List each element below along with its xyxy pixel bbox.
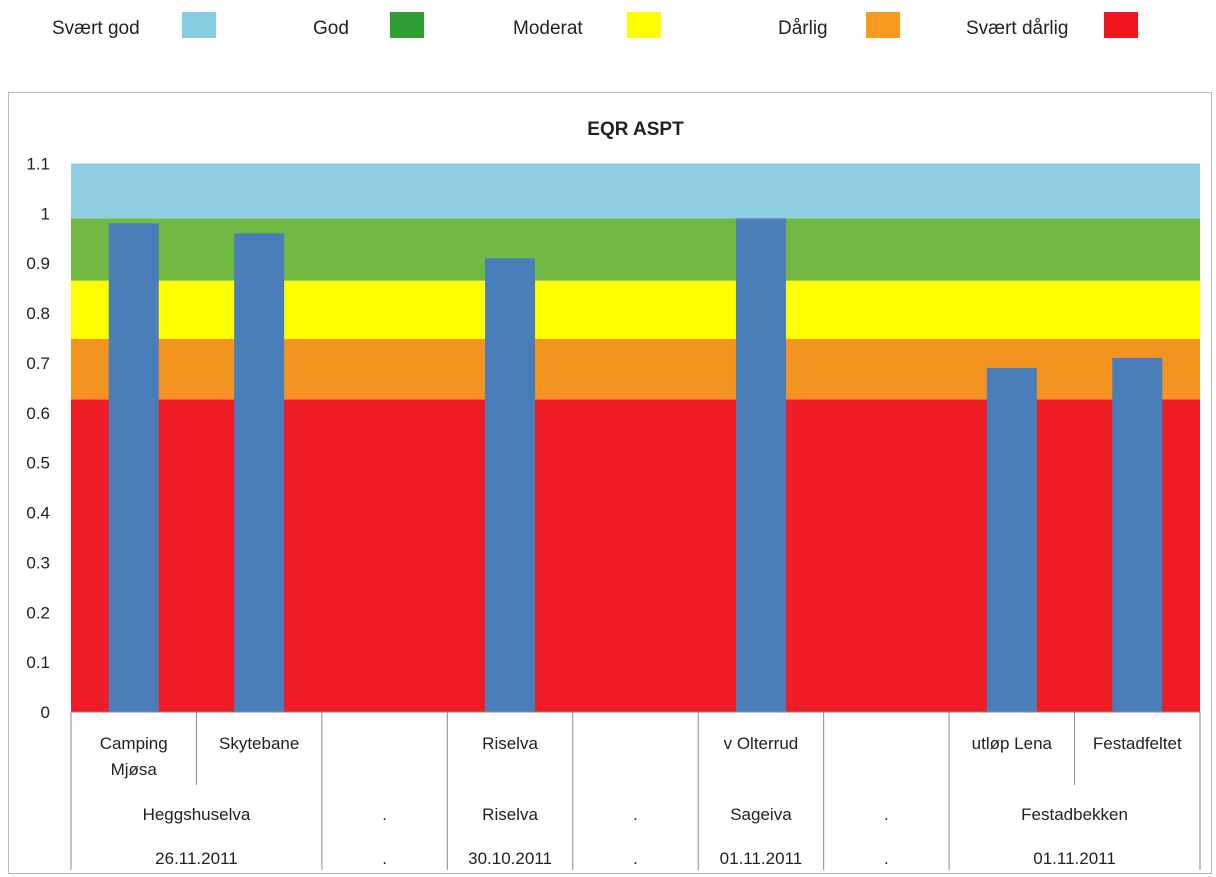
bar [108, 223, 159, 712]
legend-label: Svært god [52, 18, 140, 39]
chart-title: EQR ASPT [587, 119, 684, 140]
bar [234, 233, 285, 713]
y-tick-label: 1.1 [26, 155, 50, 174]
bar [1112, 357, 1163, 712]
y-tick-label: 0.6 [26, 404, 50, 423]
legend-label: Dårlig [778, 18, 828, 39]
group-date-label: 26.11.2011 [155, 849, 238, 868]
legend-swatch [866, 12, 900, 38]
y-tick-label: 0.4 [26, 504, 50, 523]
category-label: Camping [100, 734, 168, 753]
legend-swatch [1104, 12, 1138, 38]
group-river-label: . [382, 805, 387, 824]
y-tick-label: 0.5 [26, 454, 50, 473]
group-date-label: 01.11.2011 [1033, 849, 1116, 868]
group-river-label: Riselva [482, 805, 538, 824]
legend-swatch [627, 12, 661, 38]
category-label: Festadfeltet [1093, 734, 1182, 753]
legend-label: Moderat [513, 18, 583, 39]
group-river-label: Heggshuselva [143, 805, 251, 824]
legend-swatch [390, 12, 424, 38]
category-label: utløp Lena [972, 734, 1053, 753]
bar [735, 218, 786, 712]
group-date-label: 30.10.2011 [468, 849, 552, 868]
legend-swatch [182, 12, 216, 38]
y-tick-label: 0.3 [26, 553, 50, 572]
group-date-label: . [382, 849, 387, 868]
group-river-label: Sageiva [730, 805, 792, 824]
y-tick-label: 0.9 [26, 254, 50, 273]
y-tick-label: 0.7 [26, 354, 50, 373]
y-tick-label: 0.8 [26, 304, 50, 323]
group-river-label: . [633, 805, 638, 824]
y-tick-label: 0.1 [26, 653, 50, 672]
category-label: Skytebane [219, 734, 299, 753]
legend-label: Svært dårlig [966, 18, 1069, 39]
group-river-label: . [884, 805, 889, 824]
bar [485, 258, 536, 712]
group-date-label: . [884, 849, 889, 868]
y-tick-label: 1 [41, 204, 50, 223]
group-date-label: . [633, 849, 638, 868]
group-river-label: Festadbekken [1021, 805, 1128, 824]
legend-label: God [313, 18, 349, 39]
category-label: v Olterrud [724, 734, 799, 753]
y-tick-label: 0 [41, 703, 50, 722]
category-label: Riselva [482, 734, 538, 753]
category-label: Mjøsa [111, 760, 158, 779]
quality-band [71, 163, 1200, 219]
bar [986, 367, 1037, 712]
legend: Svært god God Moderat Dårlig Svært dårli… [0, 0, 1216, 70]
group-date-label: 01.11.2011 [720, 849, 803, 868]
y-tick-label: 0.2 [26, 603, 50, 622]
